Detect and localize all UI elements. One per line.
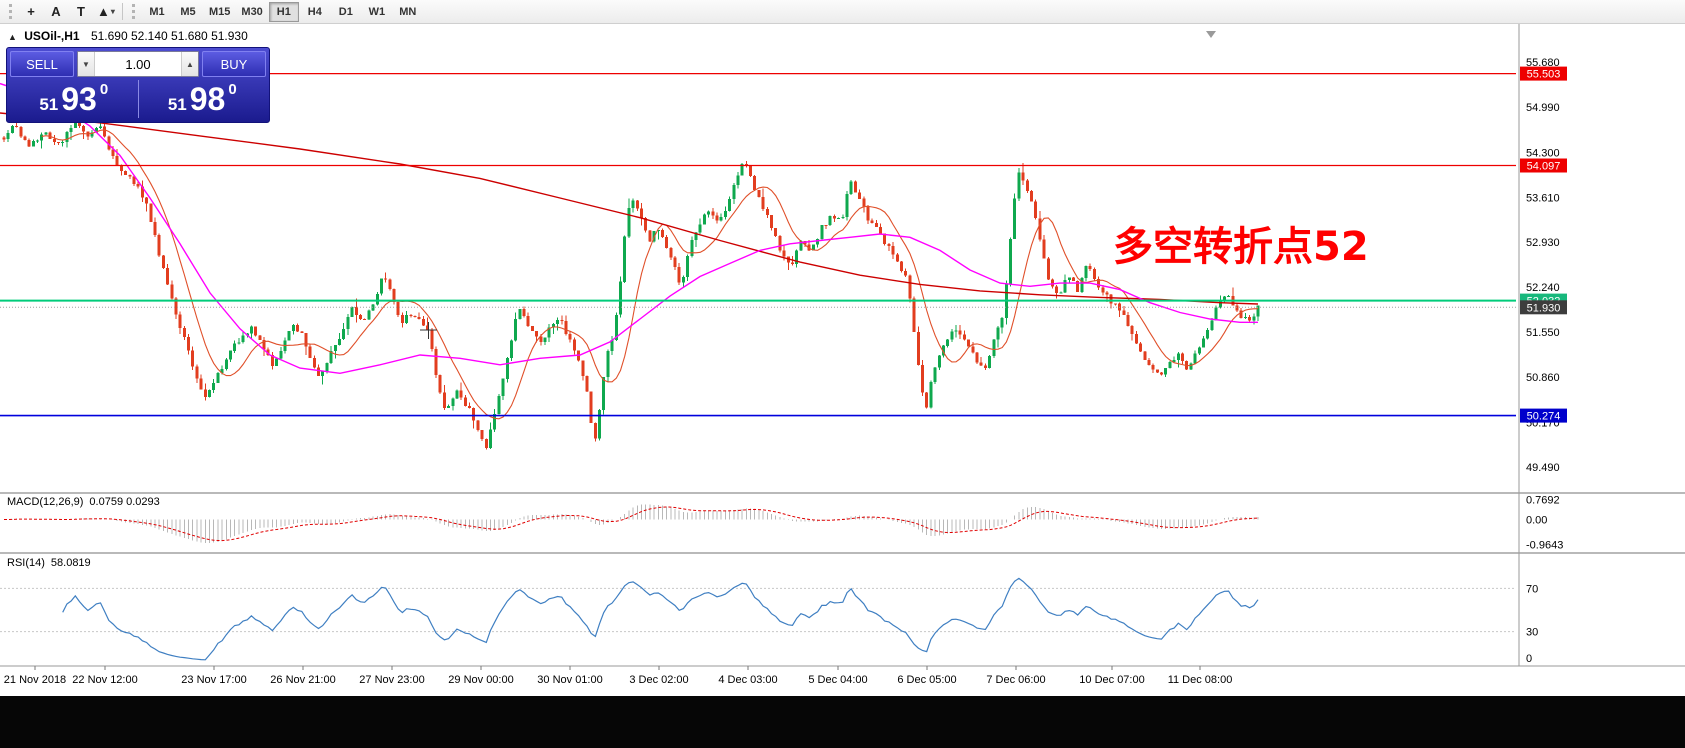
chart-ohlc-header: ▲ USOil-,H1 51.690 52.140 51.680 51.930 [8, 29, 248, 43]
volume-decrease-button[interactable]: ▼ [78, 52, 95, 76]
time-axis-label: 23 Nov 17:00 [181, 674, 246, 686]
toolbar: + A T ▲ ▾ M1 M5 M15 M30 H1 H4 D1 W1 MN [0, 0, 1685, 24]
trade-panel-divider [137, 80, 139, 118]
time-axis-label: 3 Dec 02:00 [629, 674, 688, 686]
pane-separator-rsi[interactable] [0, 552, 1685, 554]
buy-price-pip: 0 [228, 81, 237, 98]
buy-price-main: 98 [189, 81, 226, 117]
buy-price-display[interactable]: 51 98 0 [139, 77, 267, 121]
price-axis-tick: 52.240 [1526, 282, 1560, 294]
time-axis-label: 30 Nov 01:00 [537, 674, 602, 686]
price-axis-tick: 49.490 [1526, 462, 1560, 474]
price-badge-54.097[interactable]: 54.097 [1520, 158, 1567, 173]
rsi-axis-tick: 70 [1526, 583, 1538, 595]
time-axis-label: 5 Dec 04:00 [808, 674, 867, 686]
ma-magenta-line [0, 82, 1258, 375]
price-badge-55.503[interactable]: 55.503 [1520, 66, 1567, 81]
buy-button[interactable]: BUY [202, 51, 266, 77]
time-axis-label: 29 Nov 00:00 [448, 674, 513, 686]
sell-price-display[interactable]: 51 93 0 [10, 77, 138, 121]
price-axis-tick: 51.550 [1526, 327, 1560, 339]
time-axis-label: 21 Nov 2018 [4, 674, 66, 686]
time-axis-label: 11 Dec 08:00 [1168, 674, 1233, 686]
price-axis-tick: 54.990 [1526, 102, 1560, 114]
time-axis-label: 10 Dec 07:00 [1079, 674, 1144, 686]
one-click-collapse-arrow[interactable]: ▲ [8, 32, 17, 42]
one-click-trading-panel: SELL ▼ 1.00 ▲ BUY 51 93 0 51 98 0 [6, 47, 270, 123]
ohlc-values: 51.690 52.140 51.680 51.930 [90, 29, 248, 43]
price-badge-51.930[interactable]: 51.930 [1520, 300, 1567, 315]
macd-axis-tick: -0.9643 [1526, 540, 1563, 552]
rsi-axis-tick: 30 [1526, 627, 1538, 639]
price-axis-tick: 52.930 [1526, 237, 1560, 249]
chart-annotation-text[interactable]: 多空转折点52 [1113, 224, 1369, 270]
bottom-strip [0, 696, 1685, 748]
volume-value[interactable]: 1.00 [125, 56, 151, 72]
timeframe-mn-button[interactable]: MN [399, 5, 417, 18]
macd-name: MACD(12,26,9) [7, 496, 84, 508]
chart-background [0, 24, 1685, 696]
rsi-value: 58.0819 [50, 557, 91, 569]
ma-fast-orange-line [41, 129, 1259, 420]
pane-separator-macd[interactable] [0, 492, 1685, 494]
drawing-tools-group: + A T ▲ ▾ [19, 2, 118, 22]
time-axis-label: 4 Dec 03:00 [718, 674, 777, 686]
price-badge-50.274[interactable]: 50.274 [1520, 408, 1567, 423]
timeframe-m1-button[interactable]: M1 [149, 5, 165, 18]
price-axis-tick: 54.300 [1526, 147, 1560, 159]
time-axis-label: 6 Dec 05:00 [897, 674, 956, 686]
crosshair-tool-button[interactable]: + [27, 4, 35, 19]
rsi-indicator-label: RSI(14) 58.0819 [7, 557, 91, 569]
timeframes-group: M1 M5 M15 M30 H1 H4 D1 W1 MN [142, 1, 423, 22]
chart-shift-marker[interactable] [1206, 31, 1216, 38]
sell-price-pip: 0 [99, 81, 109, 98]
volume-increase-button[interactable]: ▲ [181, 52, 198, 76]
timeframe-m15-button[interactable]: M15 [209, 5, 231, 18]
svg-text:55.503: 55.503 [1527, 69, 1561, 81]
volume-input[interactable]: ▼ 1.00 ▲ [77, 51, 199, 77]
svg-text:54.097: 54.097 [1527, 161, 1561, 173]
sell-price-main: 93 [61, 81, 97, 117]
price-axis-tick: 50.860 [1526, 372, 1560, 384]
dropdown-caret-icon: ▾ [110, 7, 115, 16]
rsi-line [62, 577, 1259, 661]
price-axis-tick: 53.610 [1526, 192, 1560, 204]
rsi-name: RSI(14) [7, 557, 45, 569]
crosshair-cursor [420, 322, 437, 339]
ma-slow-red-line [0, 112, 1259, 305]
toolbar-separator [122, 3, 123, 20]
text-frame-tool-button[interactable]: T [77, 4, 85, 19]
buy-price-int: 51 [167, 95, 187, 114]
shapes-tool-button[interactable]: ▲ ▾ [97, 4, 115, 19]
text-label-tool-button[interactable]: A [51, 4, 61, 19]
toolbar-drag-handle[interactable] [9, 4, 14, 19]
svg-text:51.930: 51.930 [1527, 302, 1561, 314]
time-axis-label: 26 Nov 21:00 [270, 674, 335, 686]
symbol-period-label: USOil-,H1 [24, 29, 80, 43]
timeframe-h1-button[interactable]: H1 [268, 1, 299, 22]
macd-signal-line [4, 506, 1259, 542]
time-axis-label: 7 Dec 06:00 [986, 674, 1045, 686]
svg-text:50.274: 50.274 [1527, 411, 1561, 423]
sell-price-int: 51 [39, 95, 59, 114]
macd-values: 0.0759 0.0293 [89, 496, 160, 508]
price-axis-tick: 55.680 [1526, 57, 1560, 69]
macd-axis-tick: 0.7692 [1526, 495, 1560, 507]
candlestick-series [2, 114, 1260, 450]
timeframe-h4-button[interactable]: H4 [307, 5, 322, 18]
timeframe-m5-button[interactable]: M5 [180, 5, 196, 18]
timeframe-w1-button[interactable]: W1 [368, 5, 386, 18]
time-axis-label: 27 Nov 23:00 [359, 674, 424, 686]
rsi-axis-tick: 0 [1526, 653, 1532, 665]
timeframe-d1-button[interactable]: D1 [338, 5, 353, 18]
toolbar-drag-handle-2[interactable] [132, 4, 137, 19]
macd-indicator-label: MACD(12,26,9) 0.0759 0.0293 [7, 496, 160, 508]
macd-axis-tick: 0.00 [1526, 515, 1547, 527]
sell-button[interactable]: SELL [10, 51, 74, 77]
macd-histogram [7, 504, 1259, 544]
time-axis-label: 22 Nov 12:00 [72, 674, 137, 686]
timeframe-m30-button[interactable]: M30 [241, 5, 263, 18]
